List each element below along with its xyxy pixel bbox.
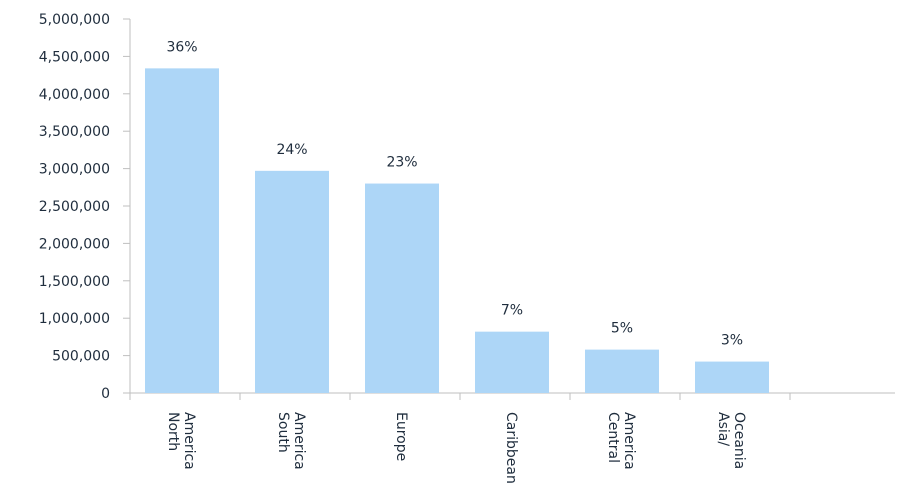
category-label-line: Asia/ (715, 412, 731, 446)
category-label: Central America (605, 412, 637, 470)
x-axis (129, 392, 895, 400)
y-tick-label: 5,000,000 (39, 12, 110, 28)
bar (145, 68, 219, 394)
category-label-line: South (275, 412, 291, 453)
bar-data-label: 5% (611, 321, 633, 337)
category-label: North America (165, 412, 197, 470)
category-label-line: Central (605, 412, 621, 463)
category-label: Caribbean (503, 412, 519, 484)
category-label-line: Europe (393, 412, 409, 461)
bar (255, 170, 329, 393)
category-label-line: Oceania (731, 412, 747, 469)
y-tick-label: 4,000,000 (39, 87, 110, 103)
category-label-line: North (165, 412, 181, 451)
category-label: Asia/Oceania (715, 412, 747, 469)
y-tick-label: 0 (101, 386, 110, 402)
y-tick-label: 1,000,000 (39, 311, 110, 327)
category-label: Europe (393, 412, 409, 461)
bar (585, 349, 659, 393)
category-label: South America (275, 412, 307, 470)
bar-data-label: 36% (166, 39, 197, 55)
category-label-line: Caribbean (503, 412, 519, 484)
bar (475, 331, 549, 393)
category-labels: North America South America Europe Caribbean C… (165, 412, 747, 484)
bar-data-label: 24% (276, 142, 307, 158)
bar (365, 183, 439, 393)
y-tick-label: 3,500,000 (39, 124, 110, 140)
y-tick-label: 1,500,000 (39, 274, 110, 290)
y-tick-label: 2,500,000 (39, 199, 110, 215)
bar-data-label: 7% (501, 303, 523, 319)
y-tick-label: 4,500,000 (39, 49, 110, 65)
bar-data-label: 23% (386, 155, 417, 171)
bars (145, 68, 769, 394)
y-tick-label: 2,000,000 (39, 236, 110, 252)
data-labels: 36% 24% 23% 7% 5% 3% (166, 39, 743, 348)
y-tick-label: 3,000,000 (39, 162, 110, 178)
y-axis: 0 500,000 1,000,000 1,500,000 2,000,000 2,500… (39, 12, 131, 402)
category-label-line: America (291, 412, 307, 470)
category-label-line: America (621, 412, 637, 470)
bar-data-label: 3% (721, 333, 743, 349)
y-tick-label: 500,000 (52, 349, 110, 365)
category-label-line: America (181, 412, 197, 470)
bar (695, 361, 769, 393)
